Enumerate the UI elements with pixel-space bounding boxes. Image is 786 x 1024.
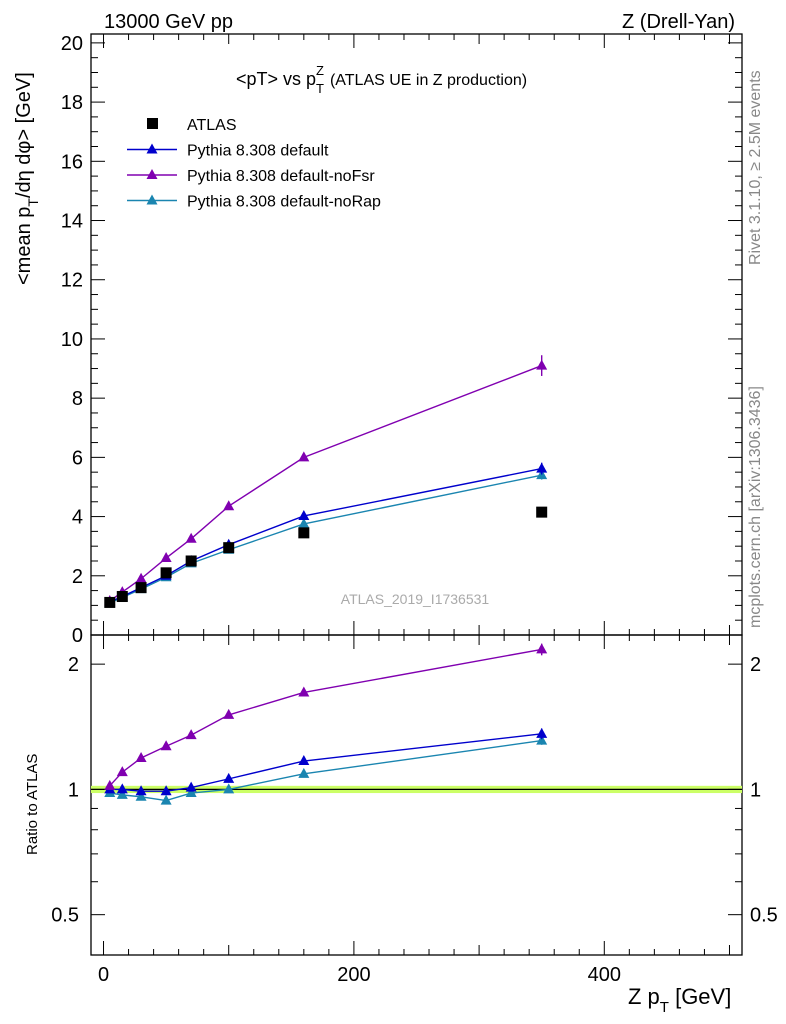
main-y-axis-title: <mean pT/dη dφ> [GeV] [13, 72, 41, 285]
plot-title: <pT> vs pZ T (ATLAS UE in Z production) [236, 63, 527, 96]
x-tick-label: 400 [588, 964, 621, 986]
legend-item-noFsr: Pythia 8.308 default-noFsr [127, 168, 375, 185]
y-tick-label: 2 [72, 566, 83, 588]
series-line-noFsr [109, 364, 542, 602]
data-point-default [223, 772, 235, 783]
data-point-noFsr [298, 451, 310, 462]
data-point-noFsr [298, 686, 310, 697]
legend-marker-noFsr [146, 169, 158, 179]
data-point-default [116, 783, 128, 794]
data-point-noFsr [135, 751, 147, 762]
header-process: Z (Drell-Yan) [622, 11, 735, 33]
data-point-noRap [298, 517, 310, 528]
series-default [104, 727, 548, 796]
series-noFsr [104, 355, 548, 605]
analysis-watermark: ATLAS_2019_I1736531 [341, 591, 490, 607]
data-point-noFsr [160, 552, 172, 563]
rivet-label: Rivet 3.1.10, ≥ 2.5M events [747, 70, 764, 265]
series-data [104, 506, 548, 608]
legend-label-default: Pythia 8.308 default [187, 143, 329, 160]
data-point-noFsr [135, 572, 147, 583]
panel-frame [90, 634, 743, 956]
data-point-noRap [185, 787, 197, 798]
x-axis-title: Z pT [GeV] [628, 984, 731, 1016]
data-point-noRap [116, 788, 128, 799]
data-point-noRap [298, 767, 310, 778]
legend-marker-default [146, 143, 158, 154]
y-tick-label: 2 [68, 654, 79, 676]
ratio-y-axis-title: Ratio to ATLAS [24, 754, 41, 855]
series-line-noFsr [109, 648, 542, 787]
data-point-data [116, 591, 128, 603]
data-point-noFsr [536, 643, 548, 654]
legend-item-noRap: Pythia 8.308 default-noRap [127, 194, 381, 211]
y-tick-label: 4 [72, 507, 83, 529]
data-point-noFsr [104, 779, 116, 790]
series-noRap [104, 469, 548, 608]
data-point-data [298, 527, 310, 539]
data-point-data [185, 555, 197, 567]
data-point-noFsr [536, 359, 548, 370]
data-point-noRap [135, 790, 147, 801]
data-point-default [185, 781, 197, 792]
series-noRap [104, 734, 548, 805]
series-line-noRap [109, 474, 542, 604]
legend-marker-noRap [146, 194, 158, 205]
y-tick-label: 10 [61, 329, 83, 351]
data-point-data [135, 582, 147, 594]
y-tick-label: 16 [61, 151, 83, 173]
y-tick-label: 1 [68, 779, 79, 801]
legend-item-data: ATLAS [147, 117, 237, 134]
series-default [104, 462, 548, 606]
data-point-default [135, 785, 147, 796]
ratio-panel: 0 200 400 0.5 0.5 1 1 2 2 [51, 634, 778, 986]
header-energy: 13000 GeV pp [104, 11, 233, 33]
data-point-noFsr [185, 532, 197, 543]
y-tick-label-right: 0.5 [750, 905, 778, 927]
legend-marker-data [147, 118, 158, 129]
plot-title-sub: T [316, 81, 324, 96]
y-tick-label: 20 [61, 33, 83, 55]
plot-title-main: <pT> vs p [236, 69, 316, 89]
y-tick-label: 18 [61, 92, 83, 114]
data-point-noRap [536, 734, 548, 745]
data-point-default [536, 462, 548, 473]
series-noFsr [104, 643, 548, 790]
legend-label-data: ATLAS [187, 117, 237, 134]
y-tick-label: 14 [61, 211, 83, 233]
data-point-noFsr [223, 500, 235, 511]
legend-label-noFsr: Pythia 8.308 default-noFsr [187, 168, 375, 185]
y-tick-label: 12 [61, 270, 83, 292]
data-point-noFsr [160, 740, 172, 751]
data-point-data [160, 567, 172, 579]
plot-title-rest: (ATLAS UE in Z production) [330, 72, 527, 89]
y-tick-label: 8 [72, 388, 83, 410]
y-tick-label: 0 [72, 625, 83, 647]
data-point-noFsr [223, 708, 235, 719]
mcplots-label: mcplots.cern.ch [arXiv:1306.3436] [747, 386, 764, 628]
data-point-default [160, 785, 172, 796]
data-point-default [298, 509, 310, 520]
main-panel: 0 2 4 6 8 10 12 14 16 18 20 [61, 33, 743, 647]
y-tick-label: 6 [72, 447, 83, 469]
data-point-data [104, 596, 116, 608]
data-point-noFsr [185, 729, 197, 740]
data-point-noRap [160, 794, 172, 805]
x-tick-label: 0 [98, 964, 109, 986]
plot-title-sup: Z [316, 63, 324, 78]
y-tick-label-right: 2 [750, 654, 761, 676]
data-point-data [223, 542, 235, 554]
legend-label-noRap: Pythia 8.308 default-noRap [187, 194, 381, 211]
data-point-data [536, 506, 548, 518]
legend: ATLAS Pythia 8.308 default Pythia 8.308 de… [127, 117, 381, 211]
data-point-noRap [223, 783, 235, 794]
y-tick-label: 0.5 [51, 905, 79, 927]
y-tick-label-right: 1 [750, 779, 761, 801]
legend-item-default: Pythia 8.308 default [127, 143, 329, 160]
x-tick-label: 200 [337, 964, 370, 986]
data-point-noFsr [116, 766, 128, 777]
data-point-default [536, 727, 548, 738]
data-point-default [298, 755, 310, 766]
